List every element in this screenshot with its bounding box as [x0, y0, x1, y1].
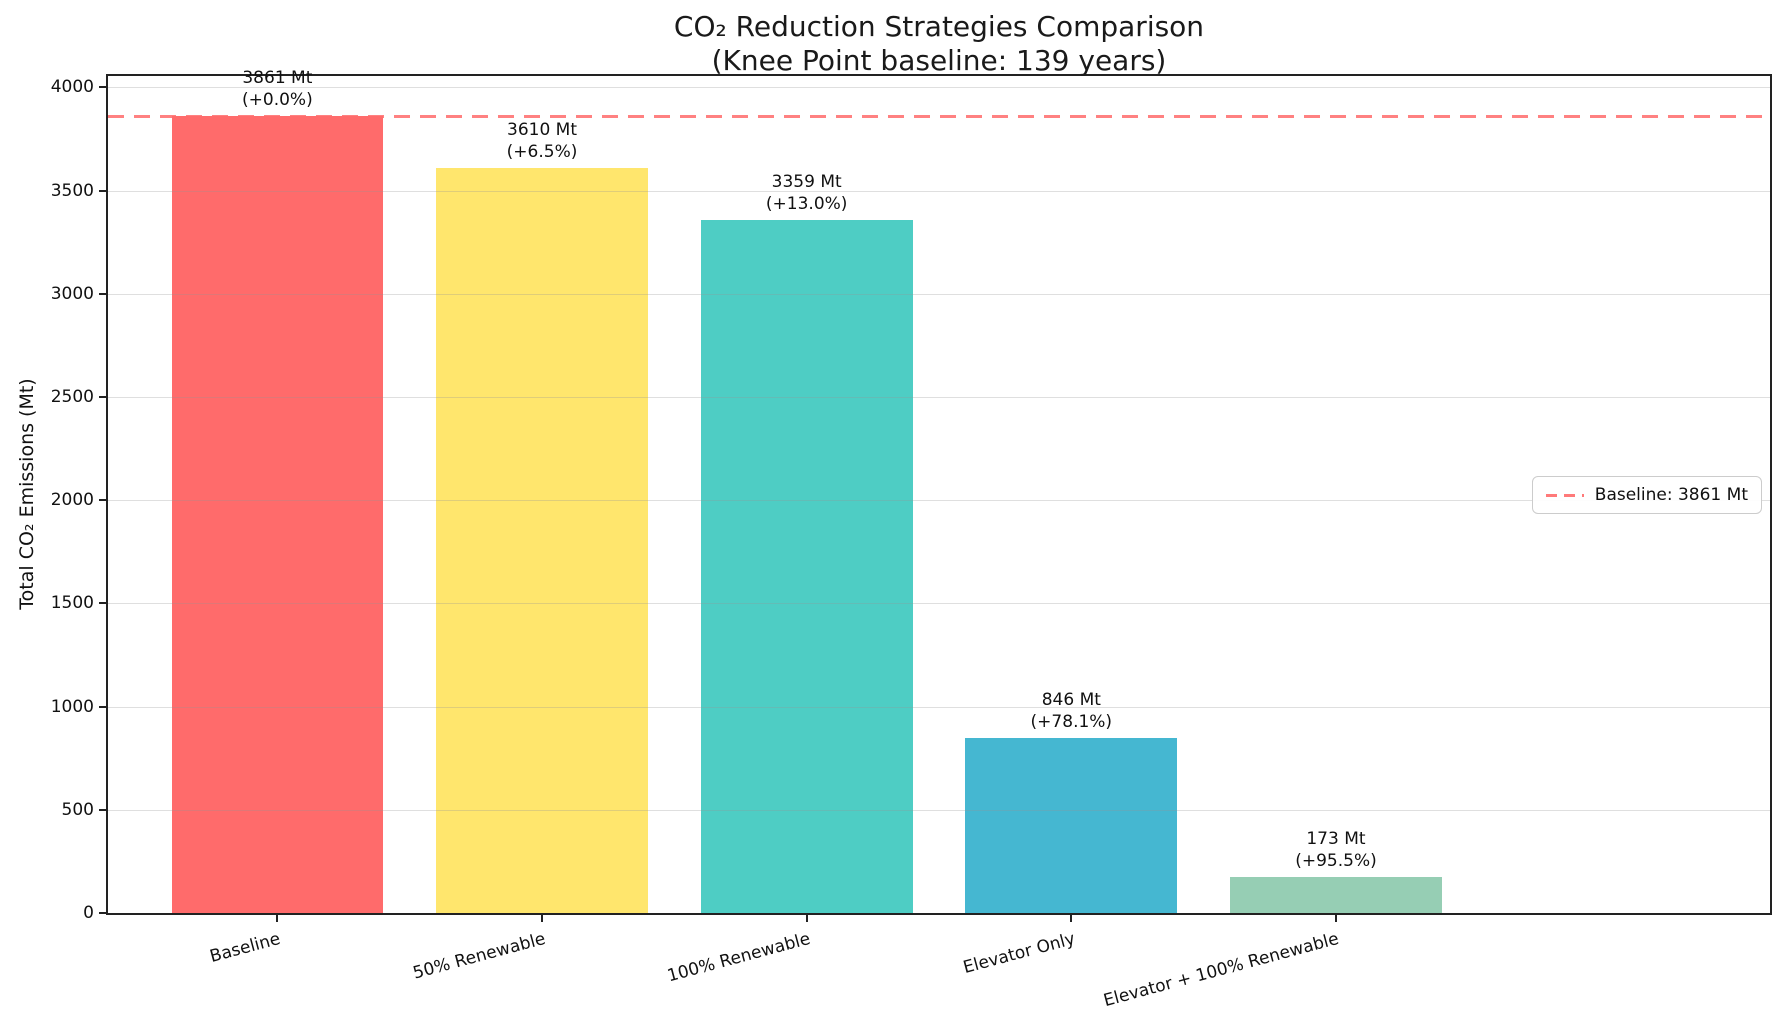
y-tick-mark-2500: [99, 395, 108, 398]
y-tick-label-1500: 1500: [50, 593, 94, 614]
y-tick-label-1000: 1000: [50, 696, 94, 717]
y-tick-mark-4000: [99, 86, 108, 89]
bar-value-label-5: 173 Mt (+95.5%): [1295, 828, 1377, 872]
y-tick-mark-3500: [99, 189, 108, 192]
gridline-2500: [108, 396, 1770, 398]
x-tick-label-3: 100% Renewable: [664, 928, 813, 987]
y-tick-label-2500: 2500: [50, 386, 94, 407]
gridline-2000: [108, 500, 1770, 502]
bar-value-text: 3610 Mt: [507, 119, 578, 140]
bar-value-text: 173 Mt: [1306, 829, 1366, 850]
gridline-1500: [108, 603, 1770, 605]
x-tick-mark-4: [1070, 913, 1073, 922]
bar-value-label-2: 3610 Mt (+6.5%): [507, 119, 578, 163]
y-tick-label-500: 500: [61, 799, 94, 820]
gridline-3000: [108, 293, 1770, 295]
y-tick-label-2000: 2000: [50, 490, 94, 511]
y-tick-mark-1500: [99, 602, 108, 605]
x-tick-label-1: Baseline: [208, 928, 283, 967]
gridline-500: [108, 809, 1770, 811]
y-tick-label-3000: 3000: [50, 283, 94, 304]
bar-percent-text: (+78.1%): [1030, 712, 1113, 733]
bar-percent-text: (+95.5%): [1295, 851, 1377, 872]
bar-percent-text: (+6.5%): [506, 141, 578, 162]
bar-50-renewable: [436, 167, 648, 913]
x-tick-label-5: Elevator + 100% Renewable: [1101, 928, 1342, 1012]
bar-100-renewable: [700, 219, 913, 913]
x-tick-mark-1: [276, 913, 279, 922]
legend-label: Baseline: 3861 Mt: [1594, 485, 1748, 505]
y-tick-mark-3000: [99, 292, 108, 295]
bar-percent-text: (+0.0%): [242, 90, 313, 111]
gridline-1000: [108, 706, 1770, 708]
plot-area: 3861 Mt (+0.0%) 3610 Mt (+6.5%) 3359 Mt (+13.…: [106, 68, 1772, 915]
bar-value-label-4: 846 Mt (+78.1%): [1031, 689, 1113, 733]
legend: Baseline: 3861 Mt: [1531, 476, 1762, 514]
chart-title: CO₂ Reduction Strategies Comparison (Kne…: [674, 10, 1204, 78]
chart-title-line2: (Knee Point baseline: 139 years): [711, 44, 1167, 77]
gridline-4000: [108, 87, 1770, 89]
bar-baseline: [171, 116, 384, 913]
x-tick-mark-2: [541, 913, 544, 922]
legend-dashed-line-icon: [1545, 493, 1584, 497]
x-tick-label-4: Elevator Only: [960, 928, 1077, 979]
y-tick-mark-500: [99, 808, 108, 811]
x-tick-mark-3: [805, 913, 808, 922]
bar-percent-text: (+13.0%): [765, 193, 848, 214]
x-tick-label-2: 50% Renewable: [410, 928, 548, 984]
bar-value-label-1: 3861 Mt (+0.0%): [242, 67, 313, 111]
x-tick-mark-5: [1334, 913, 1337, 922]
bar-value-label-3: 3359 Mt (+13.0%): [766, 171, 848, 215]
bar-value-text: 3359 Mt: [771, 171, 842, 192]
gridline-3500: [108, 190, 1770, 192]
y-tick-label-4000: 4000: [50, 77, 94, 98]
baseline-dashed-line: [108, 115, 1770, 119]
bar-value-text: 3861 Mt: [242, 68, 313, 89]
bar-elevator-100-renewable: [1230, 877, 1442, 913]
y-tick-mark-0: [99, 912, 108, 914]
y-tick-label-0: 0: [83, 903, 94, 923]
chart-title-line1: CO₂ Reduction Strategies Comparison: [673, 10, 1205, 43]
bar-elevator-only: [965, 738, 1178, 913]
y-tick-mark-2000: [99, 499, 108, 502]
bar-value-text: 846 Mt: [1041, 690, 1101, 711]
y-tick-mark-1000: [99, 705, 108, 708]
y-tick-label-3500: 3500: [50, 180, 94, 201]
